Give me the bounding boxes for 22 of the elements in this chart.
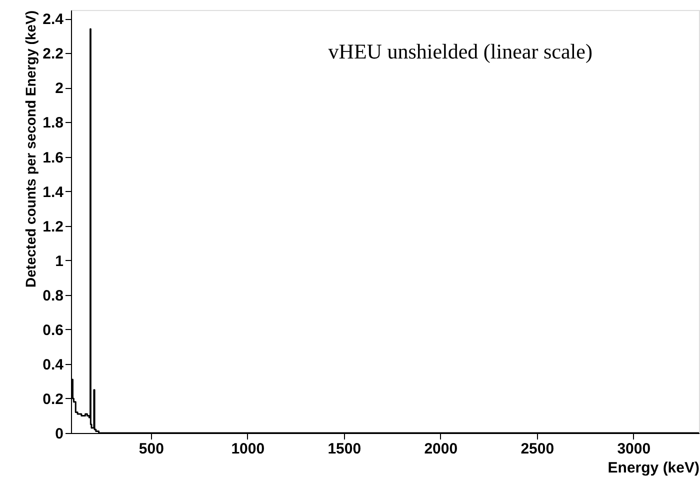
x-tick-label: 500 — [138, 440, 164, 458]
y-tick-label: 0 — [55, 426, 64, 442]
y-tick-label: 0.8 — [42, 287, 64, 304]
y-tick-label: 2.2 — [42, 46, 64, 63]
x-tick-label: 3000 — [617, 440, 651, 458]
y-tick-label: 0.2 — [42, 390, 64, 408]
y-tick-label: 0.6 — [42, 322, 64, 339]
x-tick-label: 1500 — [328, 440, 362, 458]
y-tick-label: 2 — [55, 80, 64, 98]
y-tick-label: 1.2 — [42, 218, 64, 236]
y-tick-label: 2.4 — [42, 11, 64, 28]
y-tick-label: 0.4 — [42, 356, 64, 374]
x-tick-label: 2500 — [520, 440, 554, 458]
x-tick-label: 2000 — [424, 440, 458, 458]
y-tick-label: 1 — [55, 252, 64, 270]
y-tick-label: 1.6 — [42, 149, 64, 166]
y-tick-label: 1.4 — [42, 184, 64, 201]
y-axis-title: Detected counts per second Energy (keV) — [22, 10, 39, 288]
x-tick-label: 1000 — [231, 440, 265, 458]
y-tick-label: 1.8 — [42, 114, 64, 132]
x-axis-title: Energy (keV) — [608, 460, 700, 476]
text: vHEU unshielded (linear scale) — [328, 39, 592, 64]
